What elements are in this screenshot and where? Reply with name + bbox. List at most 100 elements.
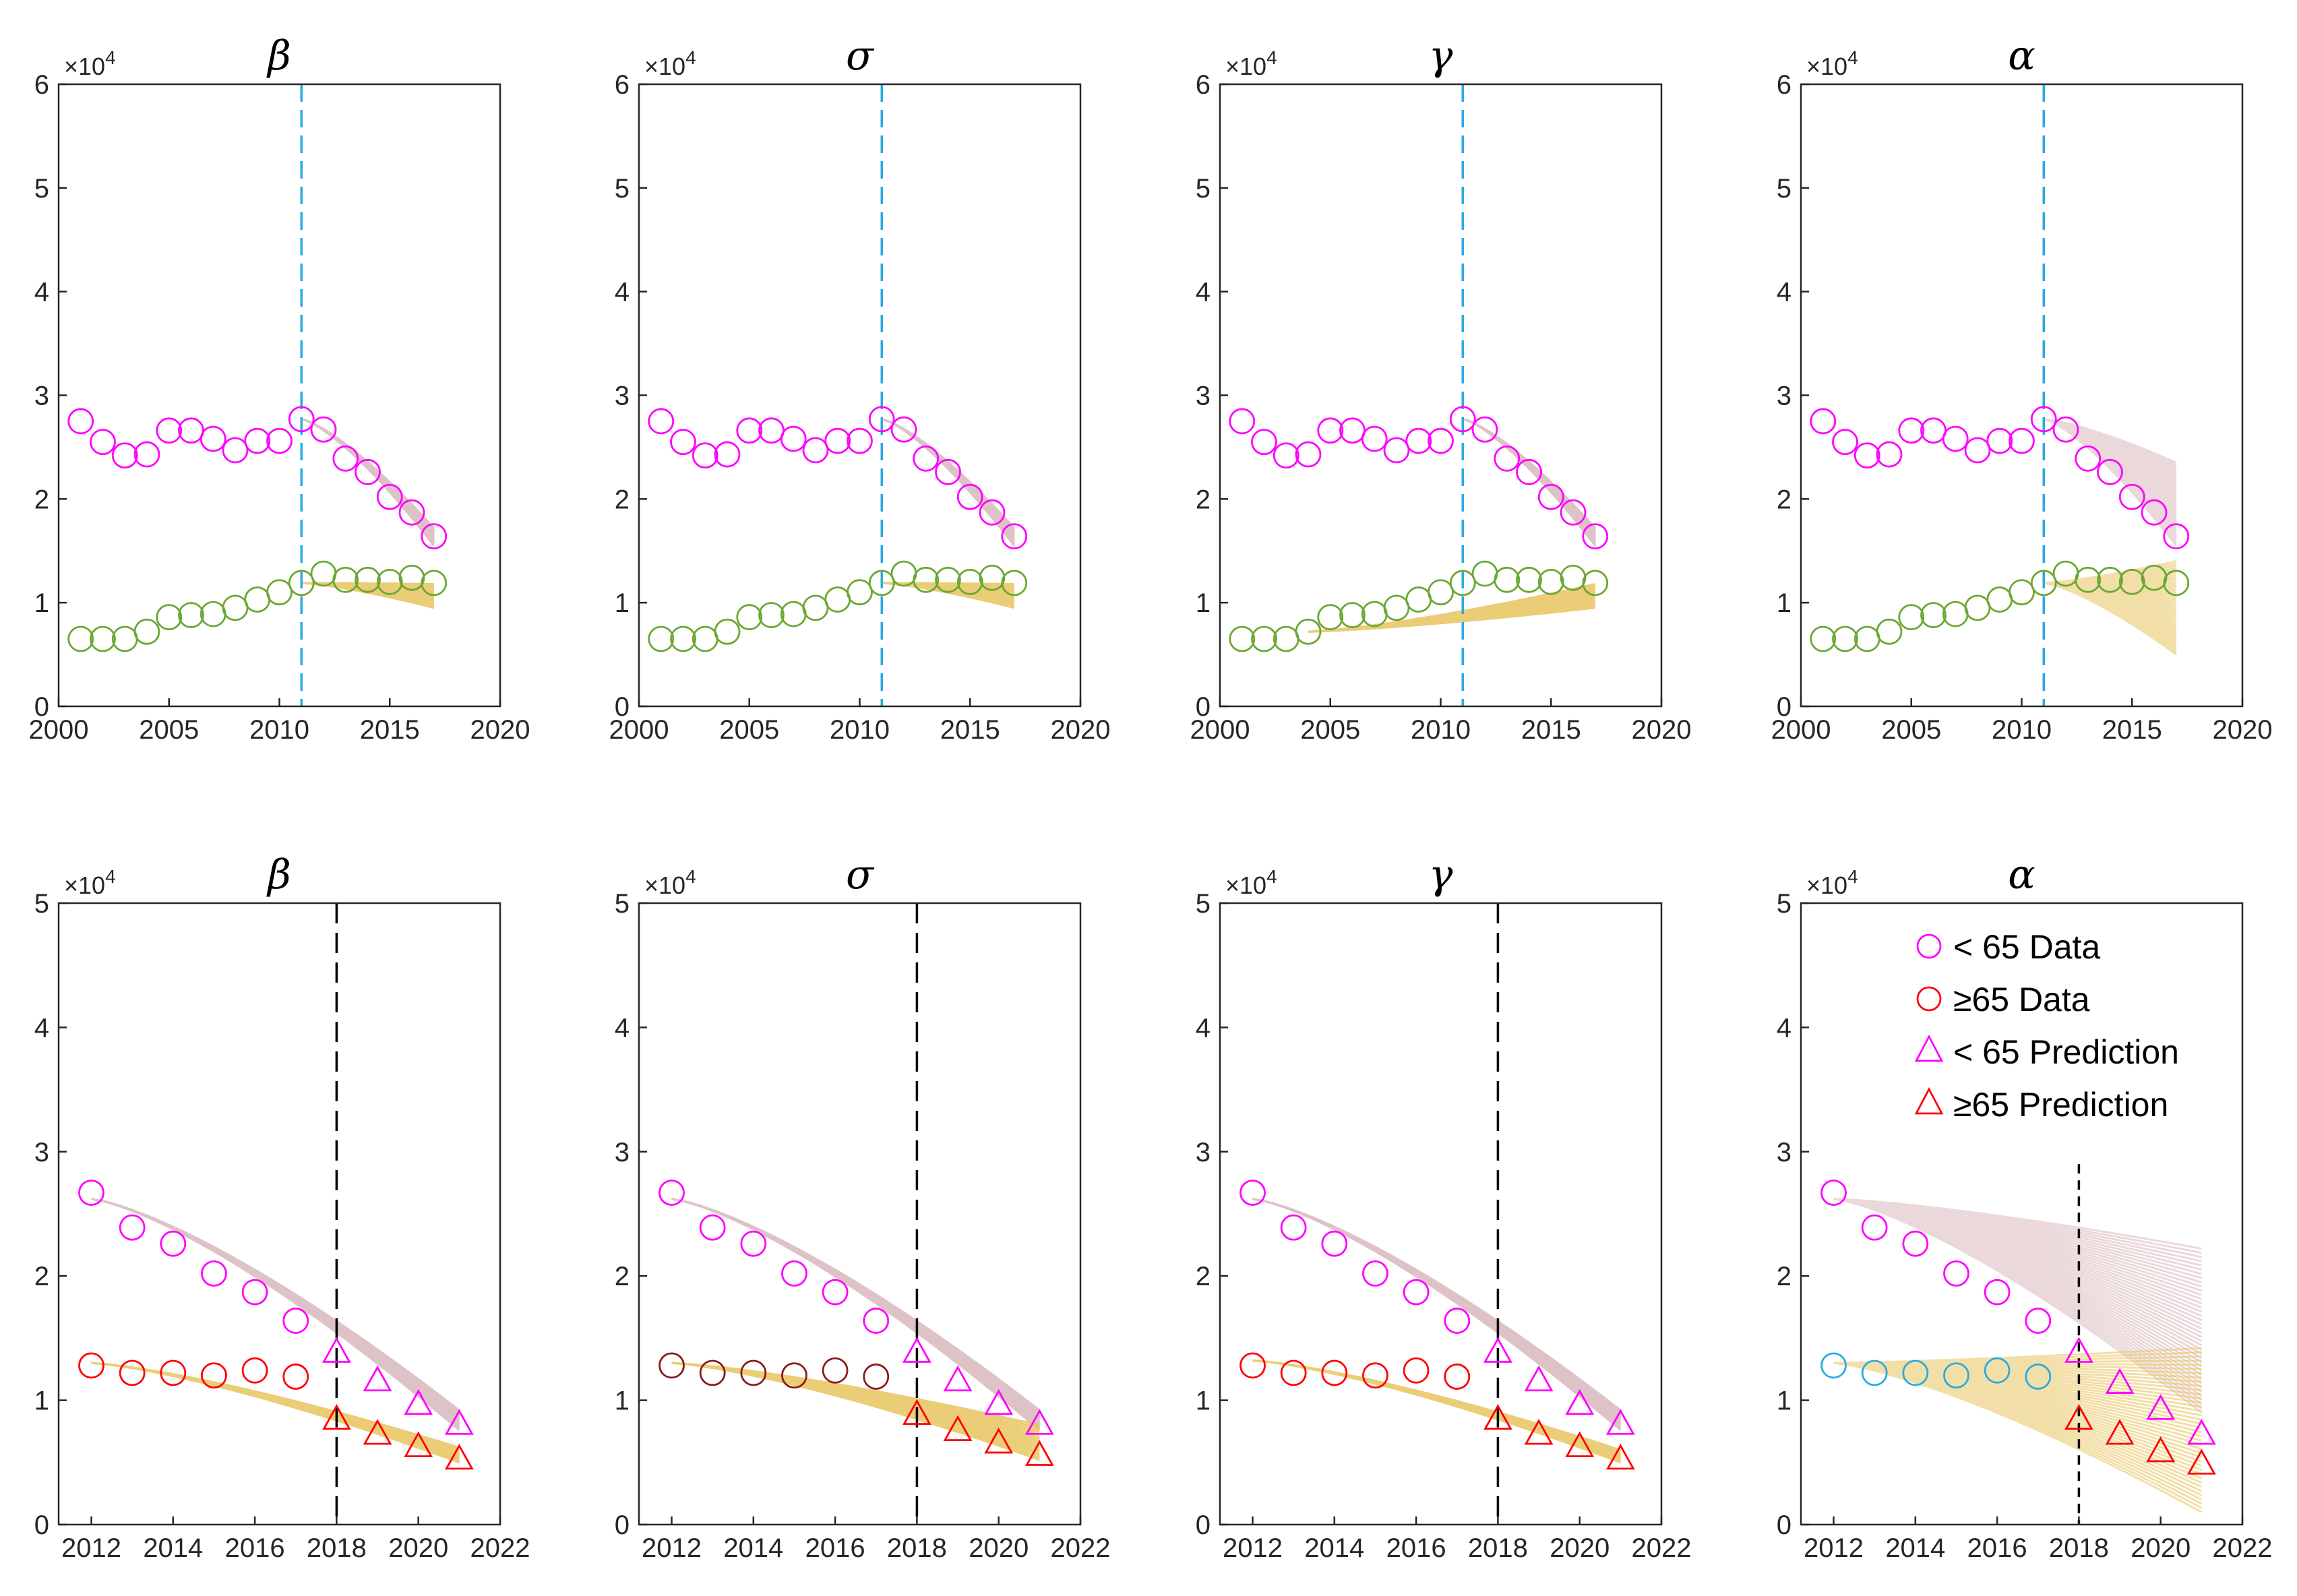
chart-1-point-young [802, 437, 829, 464]
chart-4-ytick-label: 4 [34, 1013, 49, 1043]
chart-1-band-line [881, 418, 1015, 545]
chart-5-point-young [781, 1260, 807, 1287]
chart-2-point-young [1229, 408, 1256, 435]
chart-6-pred-point-young [1565, 1389, 1595, 1415]
chart-2-point-old [1339, 602, 1366, 629]
chart-4-band-line [91, 1198, 460, 1411]
legend-marker-circle [1916, 933, 1942, 959]
chart-5-point-old [822, 1357, 849, 1384]
chart-2-point-young [1582, 523, 1609, 550]
chart-4-title: β [266, 851, 291, 898]
chart-3-point-young [1876, 441, 1903, 468]
chart-5-pred-point-young [943, 1365, 973, 1392]
chart-0-point-young [244, 427, 271, 454]
chart-2-band-line [1462, 418, 1596, 529]
chart-7-xtick-label: 2022 [2213, 1533, 2273, 1563]
chart-1-point-old [648, 625, 675, 652]
chart-3-xtick-label: 2010 [1992, 715, 2052, 745]
chart-2-point-old [1560, 564, 1587, 591]
chart-3-point-old [2075, 566, 2102, 593]
chart-6-xtick-label: 2018 [1468, 1533, 1528, 1563]
chart-0-point-young [332, 445, 359, 472]
chart-2-point-old [1317, 604, 1344, 631]
chart-1-band-line [881, 418, 1015, 529]
chart-0-point-young [178, 417, 204, 444]
chart-6-band-line [1252, 1198, 1622, 1423]
chart-3-band-1 [2044, 560, 2177, 656]
chart-4-point-old [201, 1362, 227, 1389]
chart-0-point-old [200, 601, 226, 627]
chart-6-band-line [1252, 1198, 1622, 1426]
exponent-power: 4 [105, 47, 116, 68]
chart-5-xtick-label: 2012 [642, 1533, 702, 1563]
chart-3-point-old [2163, 570, 2190, 596]
chart-6-xtick-label: 2020 [1550, 1533, 1610, 1563]
chart-6-point-young [1239, 1179, 1266, 1206]
chart-1-xtick-label: 2010 [830, 715, 890, 745]
chart-0-ytick-label: 5 [34, 174, 49, 204]
chart-0-point-old [67, 625, 94, 652]
chart-1-point-young [670, 429, 696, 456]
chart-5-ytick-label: 2 [615, 1262, 630, 1291]
chart-3-point-young [2118, 483, 2145, 510]
chart-2-xtick-label: 2000 [1190, 715, 1250, 745]
chart-7-exponent-label: ×104 [1806, 866, 1858, 899]
chart-1-band-line [882, 582, 1014, 585]
chart-0-xtick-label: 2000 [29, 715, 89, 745]
chart-2-point-old [1229, 625, 1256, 652]
chart-5-pred-point-young [902, 1337, 931, 1363]
chart-1-ytick-label: 0 [615, 692, 630, 722]
chart-1-ytick-label: 4 [615, 278, 630, 307]
chart-0-xtick-label: 2020 [470, 715, 530, 745]
chart-0-point-young [266, 427, 293, 454]
chart-2-title: γ [1429, 32, 1453, 80]
chart-6-band-0 [1252, 1198, 1622, 1432]
chart-0-ytick-label: 1 [34, 588, 49, 618]
chart-0-ytick-label: 2 [34, 485, 49, 514]
chart-0-xtick-label: 2015 [360, 715, 420, 745]
chart-6-pred-point-young [1483, 1337, 1512, 1363]
chart-4-ytick-label: 5 [34, 889, 49, 919]
chart-0-band-line [301, 418, 435, 547]
chart-0-point-old [244, 586, 271, 613]
chart-6-band-line [1252, 1198, 1622, 1429]
chart-5-xtick-label: 2016 [805, 1533, 865, 1563]
chart-7-ytick-label: 5 [1777, 889, 1791, 919]
chart-0-band-0 [301, 418, 435, 547]
chart-7-point-young [2025, 1308, 2052, 1334]
chart-4-band-line [91, 1198, 460, 1430]
chart-5-point-young [863, 1308, 890, 1334]
chart-4-xtick-label: 2012 [61, 1533, 121, 1563]
chart-6-band-line [1252, 1198, 1622, 1421]
chart-6-point-young [1403, 1279, 1430, 1306]
chart-7-xtick-label: 2012 [1804, 1533, 1864, 1563]
chart-1-ytick-label: 2 [615, 485, 630, 514]
chart-7-band-line [1833, 1198, 2202, 1250]
chart-5-pred-point-old [1024, 1440, 1054, 1466]
chart-5-band-line [671, 1198, 1041, 1411]
chart-0-ytick-label: 0 [34, 692, 49, 722]
chart-5-ytick-label: 5 [615, 889, 630, 919]
chart-0-point-old [421, 570, 448, 596]
chart-4-ytick-label: 1 [34, 1386, 49, 1416]
chart-3-point-young [1854, 442, 1880, 469]
chart-5-point-young [740, 1230, 767, 1257]
chart-5-pred-point-old [902, 1399, 931, 1425]
chart-4-point-old [119, 1359, 146, 1386]
chart-0-ytick-label: 4 [34, 278, 49, 307]
chart-6-pred-point-old [1524, 1419, 1554, 1445]
chart-4-point-young [78, 1179, 104, 1206]
chart-0-point-young [67, 408, 94, 435]
chart-6-band-line [1252, 1198, 1622, 1430]
legend-label: < 65 Prediction [1953, 1033, 2179, 1071]
chart-0-point-old [111, 625, 138, 652]
chart-3-point-old [1810, 625, 1837, 652]
chart-2-xtick-label: 2010 [1411, 715, 1471, 745]
chart-4-pred-point-young [363, 1365, 392, 1392]
chart-1-xtick-label: 2005 [719, 715, 779, 745]
chart-0-point-young [90, 429, 116, 456]
chart-1-point-young [692, 442, 718, 469]
chart-1-ytick-label: 5 [615, 174, 630, 204]
chart-7-pred-point-young [2186, 1419, 2216, 1445]
